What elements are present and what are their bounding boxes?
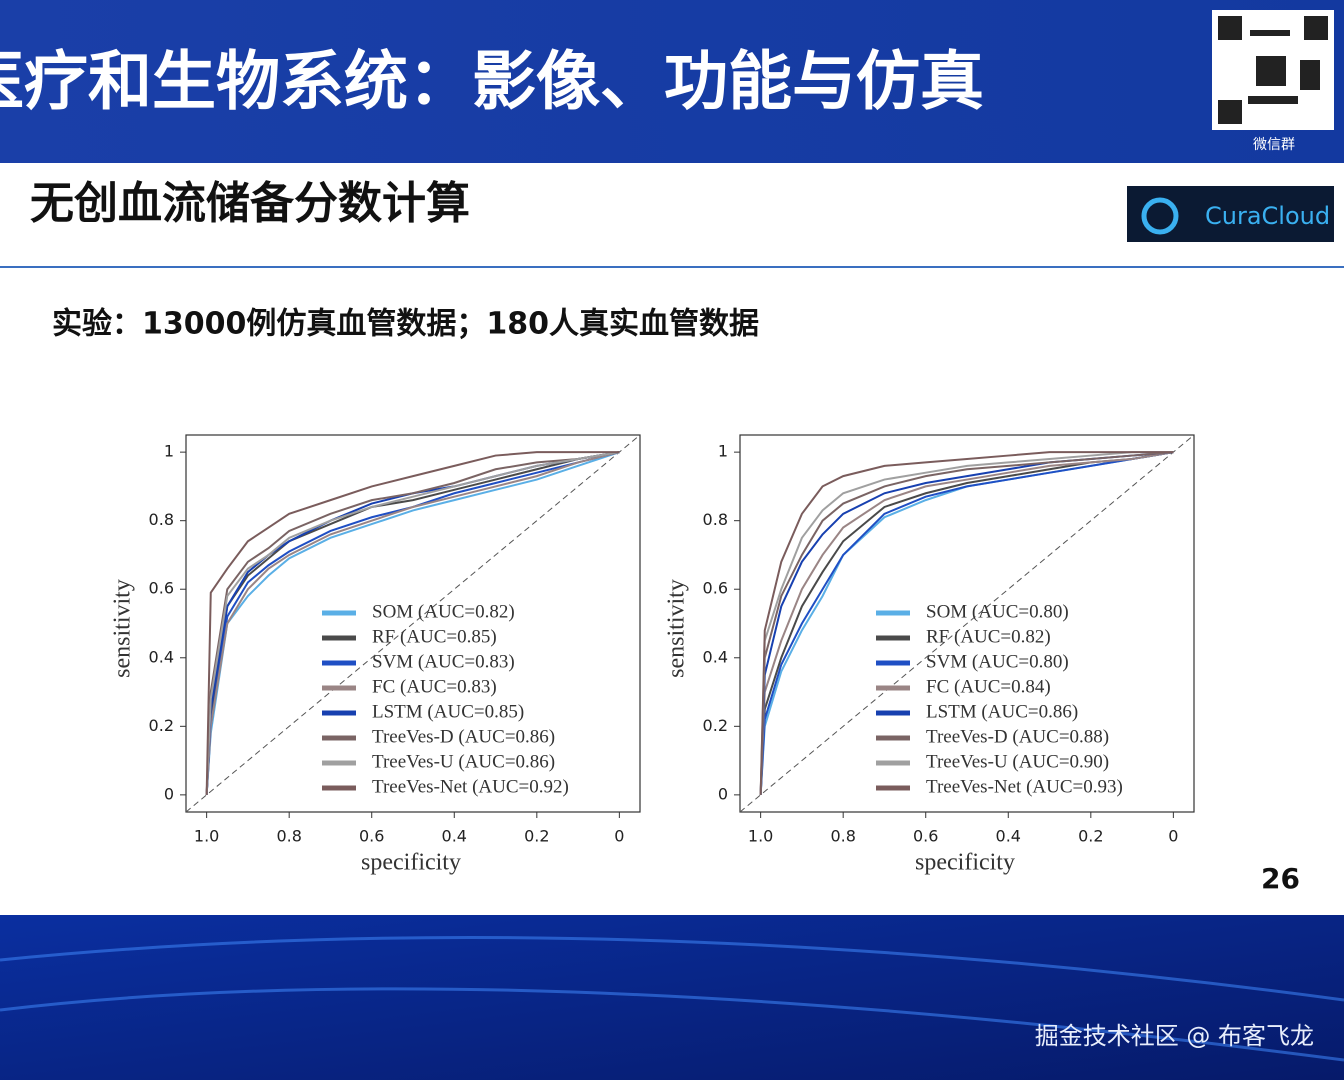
qr-caption: 微信群 bbox=[1253, 137, 1295, 153]
subtitle: 无创血流储备分数计算 bbox=[30, 178, 470, 229]
x-axis-label: specificity bbox=[361, 850, 461, 876]
legend-label: SOM (AUC=0.82) bbox=[372, 601, 515, 622]
logo-icon bbox=[1141, 197, 1179, 235]
y-axis-label: sensitivity bbox=[110, 579, 136, 678]
x-tick-label: 0.2 bbox=[1078, 827, 1103, 846]
x-tick-label: 0.6 bbox=[913, 827, 938, 846]
x-tick-label: 0.4 bbox=[996, 827, 1021, 846]
y-tick-label: 0.4 bbox=[703, 647, 728, 666]
y-tick-label: 0.8 bbox=[703, 510, 728, 529]
legend-label: SOM (AUC=0.80) bbox=[926, 601, 1069, 622]
qr-pattern bbox=[1218, 16, 1328, 124]
slide-title: 医疗和生物系统：影像、功能与仿真 bbox=[0, 46, 984, 120]
legend-label: FC (AUC=0.83) bbox=[372, 676, 497, 697]
y-tick-label: 0 bbox=[164, 784, 174, 803]
x-tick-label: 1.0 bbox=[194, 827, 219, 846]
roc-curve bbox=[205, 451, 620, 795]
x-tick-label: 0 bbox=[1168, 827, 1178, 846]
legend-label: RF (AUC=0.85) bbox=[372, 626, 497, 647]
page-number: 26 bbox=[1261, 862, 1300, 895]
roc-curve bbox=[205, 451, 620, 795]
y-tick-label: 1 bbox=[164, 442, 174, 461]
x-axis-label: specificity bbox=[915, 850, 1015, 876]
x-tick-label: 1.0 bbox=[748, 827, 773, 846]
roc-chart: 1.0 0.8 0.6 0.4 0.2 0 0 0.2 0.4 0.6 0.8 1 specificit… bbox=[110, 434, 641, 876]
legend-label: TreeVes-Net (AUC=0.92) bbox=[372, 776, 569, 797]
experiment-note: 实验：13000例仿真血管数据；180人真实血管数据 bbox=[52, 307, 759, 342]
x-tick-label: 0.2 bbox=[524, 827, 549, 846]
y-tick-label: 0.2 bbox=[149, 716, 174, 735]
y-tick-label: 0.8 bbox=[149, 510, 174, 529]
x-tick-label: 0.6 bbox=[359, 827, 384, 846]
y-tick-label: 0.6 bbox=[149, 579, 174, 598]
x-tick-label: 0.8 bbox=[276, 827, 301, 846]
roc-curve bbox=[205, 451, 620, 795]
y-axis-label: sensitivity bbox=[664, 579, 690, 678]
roc-curve bbox=[759, 451, 1174, 795]
y-tick-label: 0.2 bbox=[703, 716, 728, 735]
legend-label: FC (AUC=0.84) bbox=[926, 676, 1051, 697]
roc-chart: 1.0 0.8 0.6 0.4 0.2 0 0 0.2 0.4 0.6 0.8 1 specificit… bbox=[664, 434, 1195, 876]
chance-diagonal bbox=[185, 434, 641, 813]
footer-decor bbox=[0, 936, 1344, 1062]
y-tick-label: 0.4 bbox=[149, 647, 174, 666]
legend-label: TreeVes-Net (AUC=0.93) bbox=[926, 776, 1123, 797]
chance-diagonal bbox=[739, 434, 1195, 813]
roc-curve bbox=[205, 451, 620, 795]
y-tick-label: 0 bbox=[718, 784, 728, 803]
header-band bbox=[0, 0, 1344, 163]
legend-label: LSTM (AUC=0.86) bbox=[926, 701, 1078, 722]
legend-label: TreeVes-U (AUC=0.86) bbox=[372, 751, 555, 772]
watermark: 掘金技术社区 @ 布客飞龙 bbox=[1035, 1022, 1314, 1050]
legend-label: TreeVes-U (AUC=0.90) bbox=[926, 751, 1109, 772]
legend-label: LSTM (AUC=0.85) bbox=[372, 701, 524, 722]
legend-label: TreeVes-D (AUC=0.86) bbox=[372, 726, 555, 747]
y-tick-label: 1 bbox=[718, 442, 728, 461]
roc-curve bbox=[205, 451, 620, 795]
legend-label: RF (AUC=0.82) bbox=[926, 626, 1051, 647]
x-tick-label: 0.8 bbox=[830, 827, 855, 846]
x-tick-label: 0 bbox=[614, 827, 624, 846]
logo-text: CuraCloud bbox=[1205, 202, 1330, 230]
legend-label: SVM (AUC=0.80) bbox=[926, 651, 1069, 672]
x-tick-label: 0.4 bbox=[442, 827, 467, 846]
roc-curve bbox=[759, 451, 1174, 795]
roc-curve bbox=[759, 451, 1174, 795]
y-tick-label: 0.6 bbox=[703, 579, 728, 598]
legend-label: TreeVes-D (AUC=0.88) bbox=[926, 726, 1109, 747]
roc-curve bbox=[759, 451, 1174, 795]
roc-curve bbox=[759, 451, 1174, 795]
legend-label: SVM (AUC=0.83) bbox=[372, 651, 515, 672]
